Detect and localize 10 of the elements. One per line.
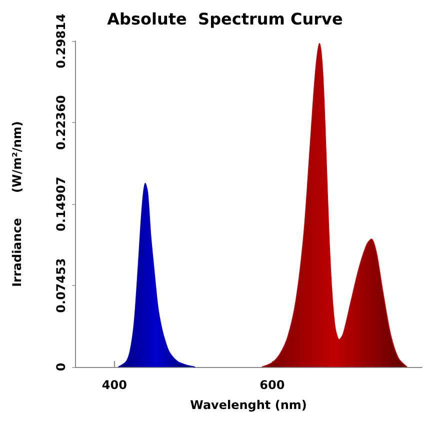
chart-title: Absolute Spectrum Curve [107,10,343,28]
x-tick-label: 400 [102,378,127,392]
y-tick-label: 0.29814 [54,14,68,68]
y-axis-title: Irradiance (W/m²/nm) [10,121,24,287]
y-tick-label: 0.22360 [54,95,68,150]
x-tick-label: 600 [260,378,285,392]
x-axis-title: Wavelenght (nm) [190,398,307,412]
y-tick-label: 0 [54,362,68,372]
y-tick-label: 0.14907 [54,176,68,232]
y-tick-label: 0.07453 [54,258,68,313]
